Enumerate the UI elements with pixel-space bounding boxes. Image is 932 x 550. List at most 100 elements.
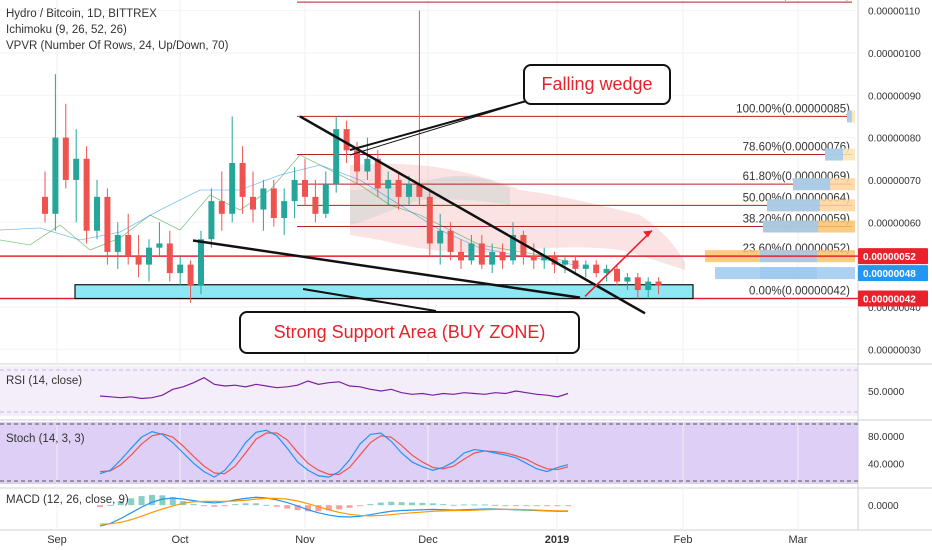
macd-histogram-bar bbox=[107, 504, 114, 506]
candle-body bbox=[468, 243, 475, 261]
price-tick-label: 0.00000030 bbox=[868, 345, 921, 356]
volume-profile-bar-up bbox=[847, 110, 852, 123]
support-zone bbox=[74, 284, 694, 300]
price-badge-label: 0.00000042 bbox=[863, 294, 916, 305]
price-tick-label: 0.00000100 bbox=[868, 49, 921, 60]
candle-body bbox=[510, 234, 516, 261]
candle-body bbox=[499, 251, 506, 261]
candle-body bbox=[333, 129, 340, 185]
candle-body bbox=[478, 243, 485, 265]
time-axis-label: Dec bbox=[418, 534, 438, 546]
candle-body bbox=[354, 150, 360, 172]
macd-histogram-bar bbox=[388, 501, 395, 506]
projection-arrow-line bbox=[584, 229, 653, 298]
macd-histogram-bar bbox=[232, 504, 239, 506]
macd-histogram-bar bbox=[273, 505, 280, 507]
macd-histogram-bar bbox=[315, 505, 322, 512]
callout-pointer-2 bbox=[349, 99, 531, 156]
macd-histogram-bar bbox=[357, 505, 363, 507]
candle-body bbox=[208, 201, 215, 240]
macd-histogram-bar bbox=[523, 505, 530, 507]
time-axis-label: 2019 bbox=[545, 534, 569, 546]
macd-histogram-bar bbox=[201, 505, 207, 507]
chart-title: Hydro / Bitcoin, 1D, BITTREX bbox=[6, 8, 157, 20]
candle-body bbox=[614, 268, 620, 282]
stoch-tick-label: 40.0000 bbox=[868, 459, 905, 470]
rsi-tick-label: 50.0000 bbox=[868, 387, 905, 398]
callout-pointer-1 bbox=[349, 99, 531, 151]
candle-body bbox=[655, 281, 662, 286]
candle-body bbox=[125, 234, 132, 257]
macd-histogram-bar bbox=[409, 502, 415, 506]
volume-profile-bar-up bbox=[767, 199, 820, 212]
macd-histogram-bar bbox=[128, 498, 135, 506]
macd-histogram-bar bbox=[97, 505, 103, 508]
macd-histogram-bar bbox=[440, 504, 447, 506]
candle-body bbox=[395, 179, 402, 197]
price-tick-label: 0.00000070 bbox=[868, 176, 921, 187]
fib-level-label: 0.00%(0.00000042) bbox=[749, 285, 850, 297]
macd-histogram-bar bbox=[398, 502, 405, 506]
macd-histogram-bar bbox=[492, 504, 499, 506]
candle-body bbox=[62, 137, 69, 180]
rsi-pane-bg bbox=[0, 366, 858, 416]
candle-body bbox=[218, 201, 225, 214]
candle-body bbox=[406, 184, 412, 197]
candle-body bbox=[624, 277, 631, 282]
candle-body bbox=[250, 196, 256, 210]
macd-histogram-bar bbox=[554, 505, 561, 507]
candle-body bbox=[593, 264, 600, 274]
candle-body bbox=[385, 179, 392, 189]
candle-body bbox=[520, 234, 527, 257]
projection-arrow-head bbox=[643, 230, 652, 238]
ichimoku-lagging-span bbox=[0, 154, 571, 263]
candle-body bbox=[458, 251, 464, 261]
price-tick-label: 0.00000040 bbox=[868, 303, 921, 314]
candle-body bbox=[104, 196, 111, 252]
macd-histogram-bar bbox=[461, 504, 467, 506]
macd-signal-line bbox=[99, 497, 568, 525]
price-badge bbox=[858, 248, 928, 265]
macd-tick-label: 0.0000 bbox=[868, 501, 899, 512]
macd-histogram-bar bbox=[242, 503, 249, 506]
macd-histogram-bar bbox=[284, 505, 291, 509]
candle-body bbox=[52, 137, 59, 214]
candle-body bbox=[312, 196, 319, 214]
macd-histogram-bar bbox=[471, 504, 478, 506]
macd-histogram-bar bbox=[481, 504, 488, 506]
wedge-upper-line bbox=[299, 115, 646, 315]
time-axis-label: Mar bbox=[789, 534, 808, 546]
macd-histogram-bar bbox=[565, 505, 571, 507]
candle-body bbox=[198, 239, 204, 286]
candle-body bbox=[489, 251, 496, 265]
candle-body bbox=[343, 129, 350, 151]
time-axis-label: Feb bbox=[674, 534, 693, 546]
rsi-label: RSI (14, close) bbox=[6, 375, 83, 387]
volume-profile-bar-up bbox=[825, 148, 843, 161]
volume-profile-bar-up bbox=[763, 220, 819, 233]
candle-body bbox=[156, 243, 163, 248]
volume-profile-bar-up bbox=[760, 267, 817, 280]
macd-histogram-bar bbox=[117, 501, 124, 506]
candle-body bbox=[187, 264, 194, 286]
candle-body bbox=[416, 184, 423, 197]
macd-histogram-bar bbox=[263, 504, 270, 506]
candle-body bbox=[582, 264, 589, 269]
macd-histogram-bar bbox=[450, 504, 457, 506]
macd-histogram-bar bbox=[544, 505, 551, 507]
candle-body bbox=[42, 196, 48, 214]
price-tick-label: 0.00000090 bbox=[868, 91, 921, 102]
stoch-pane-bg bbox=[0, 422, 858, 484]
candle-body bbox=[541, 256, 548, 261]
price-badge bbox=[858, 265, 928, 282]
price-tick-label: 0.00000110 bbox=[868, 7, 921, 18]
indicator-vpvr: VPVR (Number Of Rows, 24, Up/Down, 70) bbox=[6, 40, 229, 52]
candle-body bbox=[135, 256, 142, 265]
volume-profile-bar-up bbox=[793, 178, 831, 191]
macd-histogram-bar bbox=[325, 505, 332, 511]
macd-histogram-bar bbox=[513, 505, 519, 507]
macd-histogram-bar bbox=[138, 496, 145, 506]
ichimoku-cloud-bearish bbox=[350, 163, 685, 270]
